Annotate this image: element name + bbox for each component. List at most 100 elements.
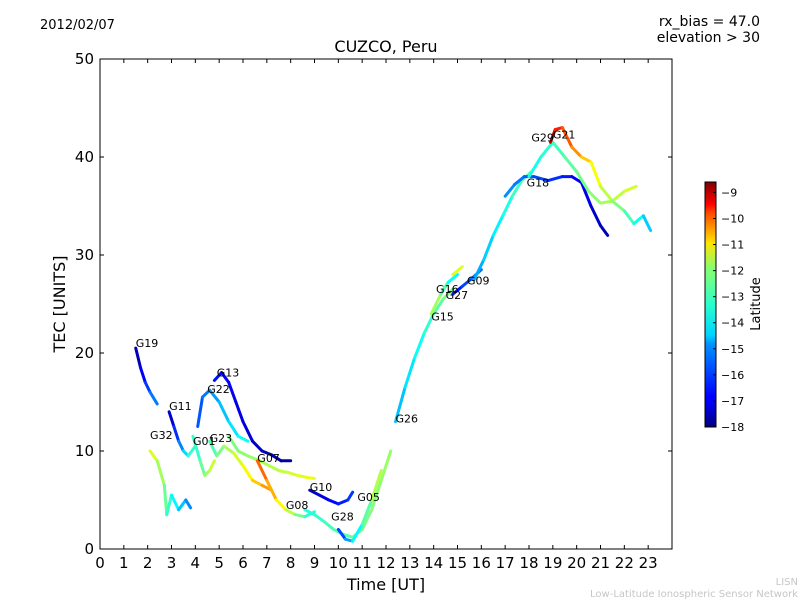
series-g29 <box>527 140 638 205</box>
x-tick-label: 6 <box>238 554 248 572</box>
series-segment <box>360 508 374 531</box>
prn-label: G22 <box>207 383 230 396</box>
series-segment <box>548 128 557 144</box>
series-segment <box>293 513 307 519</box>
series-segment <box>351 523 364 543</box>
prn-label: G26 <box>396 413 419 426</box>
prn-label: G09 <box>467 274 490 287</box>
series-g26 <box>394 287 455 424</box>
series-segment <box>429 292 443 316</box>
series-segment <box>186 444 197 458</box>
x-tick-label: 19 <box>543 554 562 572</box>
series-layer <box>134 126 653 543</box>
series-g11 <box>167 410 197 458</box>
series-segment <box>143 380 152 394</box>
series-segment <box>139 366 147 384</box>
series-segment <box>370 478 383 512</box>
x-tick-label: 11 <box>353 554 372 572</box>
watermark-short: LISN <box>775 577 798 588</box>
series-g15 <box>429 273 459 316</box>
prn-label: G18 <box>527 176 550 189</box>
series-segment <box>622 184 638 193</box>
series-segment <box>308 488 321 497</box>
series-segment <box>284 508 297 517</box>
series-segment <box>632 214 645 226</box>
x-tick-label: 2 <box>143 554 153 572</box>
series-segment <box>336 527 347 541</box>
series-segment <box>212 371 224 382</box>
y-tick-label: 40 <box>75 148 94 166</box>
series-segment <box>172 425 181 443</box>
series-segment <box>589 204 602 228</box>
series-segment <box>532 175 550 183</box>
series-segment <box>379 449 393 482</box>
colorbar-tick-label: −10 <box>721 212 744 225</box>
x-tick-label: 1 <box>119 554 129 572</box>
series-segment <box>513 175 526 186</box>
series-g23 <box>208 439 274 492</box>
series-segment <box>599 184 614 203</box>
plot-frame <box>99 58 673 550</box>
x-tick-label: 7 <box>262 554 272 572</box>
series-segment <box>579 180 593 208</box>
x-tick-label: 12 <box>376 554 395 572</box>
series-segment <box>341 532 355 539</box>
series-segment <box>579 155 593 164</box>
series-segment <box>570 145 583 159</box>
series-segment <box>303 508 316 517</box>
prn-label: G15 <box>431 311 454 324</box>
chart-title: CUZCO, Peru <box>334 37 438 56</box>
series-segment <box>422 312 436 335</box>
series-segment <box>231 451 245 468</box>
prn-label: G01 <box>193 435 216 448</box>
x-tick-label: 14 <box>424 554 443 572</box>
series-segment <box>641 214 653 232</box>
series-segment <box>234 400 245 424</box>
series-segment <box>451 284 464 296</box>
series-segment <box>286 471 300 477</box>
series-segment <box>277 469 290 475</box>
series-segment <box>610 199 626 213</box>
series-segment <box>177 498 188 512</box>
series-segment <box>274 498 288 512</box>
series-segment <box>317 493 331 502</box>
colorbar-tick-layer: −9 −10 −11 −12 −13 −14 −15 −16 −17 −18 <box>713 186 744 434</box>
colorbar <box>704 181 717 428</box>
series-g32 <box>148 449 193 517</box>
prn-label: G21 <box>553 128 576 141</box>
series-segment <box>217 400 231 424</box>
series-segment <box>191 434 202 463</box>
series-segment <box>599 224 610 237</box>
x-tick-label: 4 <box>191 554 201 572</box>
series-segment <box>439 280 450 296</box>
series-segment <box>539 140 555 159</box>
series-segment <box>215 444 226 458</box>
series-segment <box>575 170 591 193</box>
series-g13 <box>212 371 293 463</box>
colorbar-tick-label: −13 <box>721 291 744 304</box>
series-segment <box>148 390 159 406</box>
series-segment <box>441 287 455 301</box>
series-segment <box>270 453 283 463</box>
x-axis-label: Time [UT] <box>346 575 425 594</box>
x-tick-label: 0 <box>95 554 105 572</box>
series-segment <box>622 209 636 226</box>
series-segment <box>227 420 240 438</box>
series-segment <box>251 478 264 487</box>
prn-label: G07 <box>257 452 280 465</box>
colorbar-tick-label: −17 <box>721 395 744 408</box>
series-g05 <box>336 469 383 543</box>
rx-bias-label: rx_bias = 47.0 <box>658 14 760 30</box>
series-g18 <box>503 175 610 237</box>
prn-label: G32 <box>150 429 173 442</box>
prn-label: G05 <box>357 491 380 504</box>
series-segment <box>208 388 221 404</box>
prn-label: G10 <box>310 481 333 494</box>
watermark-long: Low-Latitude Ionospheric Sensor Network <box>590 589 798 600</box>
series-segment <box>527 155 543 179</box>
series-segment <box>296 474 309 479</box>
series-segment <box>165 493 173 517</box>
prn-label: G28 <box>331 511 354 524</box>
series-segment <box>208 439 219 458</box>
